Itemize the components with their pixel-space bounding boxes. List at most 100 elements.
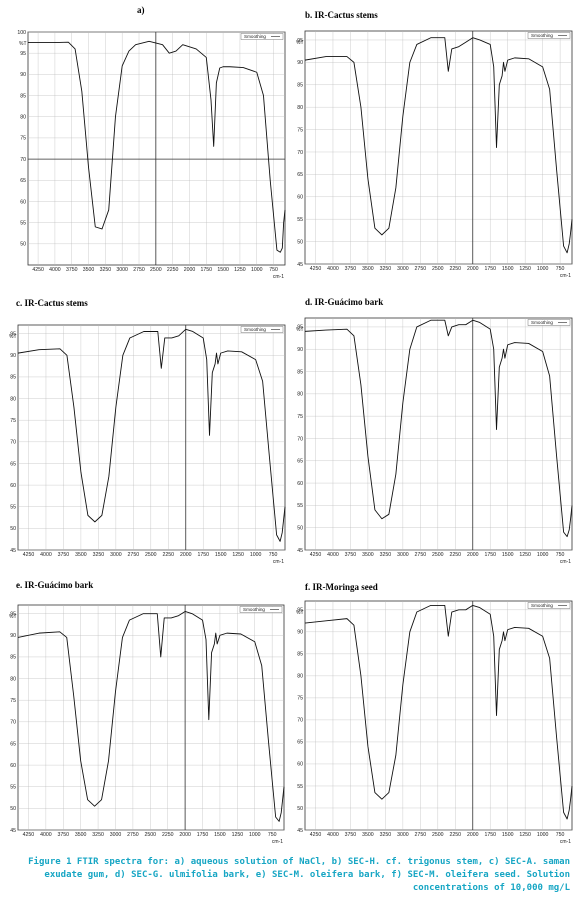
x-tick-label: 3250 (380, 266, 392, 272)
x-tick-label: 3500 (83, 267, 95, 273)
x-tick-label: 1000 (537, 266, 549, 272)
y-tick-label: 45 (297, 548, 303, 554)
y-tick-label: 60 (20, 199, 26, 205)
x-tick-label: 750 (556, 266, 565, 272)
x-tick-label: 3000 (110, 832, 122, 838)
x-tick-label: 4250 (32, 267, 44, 273)
x-tick-label: 4000 (40, 552, 52, 558)
y-tick-label: 65 (297, 459, 303, 465)
y-axis-label: %T (9, 614, 17, 620)
y-tick-label: 60 (297, 195, 303, 201)
x-tick-label: 2000 (467, 552, 479, 558)
x-tick-label: 1250 (519, 266, 531, 272)
y-tick-label: 60 (297, 762, 303, 768)
x-tick-label: 750 (269, 552, 278, 558)
y-tick-label: 90 (297, 630, 303, 636)
x-tick-label: 1500 (217, 267, 229, 273)
legend-box (527, 319, 571, 326)
x-axis-label: cm-1 (560, 273, 571, 279)
x-axis-label: cm-1 (272, 839, 283, 845)
y-tick-label: 95 (297, 325, 303, 331)
x-tick-label: 3750 (58, 552, 70, 558)
y-tick-label: 70 (10, 720, 16, 726)
x-tick-label: 3000 (110, 552, 122, 558)
y-tick-label: 80 (297, 674, 303, 680)
y-tick-label: 80 (20, 115, 26, 121)
x-tick-label: 4000 (327, 266, 339, 272)
x-tick-label: 2250 (450, 832, 462, 838)
legend-box (240, 326, 284, 333)
y-tick-label: 90 (10, 633, 16, 639)
x-tick-label: 2500 (432, 266, 444, 272)
x-tick-label: 2500 (145, 552, 157, 558)
x-tick-label: 3250 (100, 267, 112, 273)
x-tick-label: 2000 (180, 552, 192, 558)
x-tick-label: 4250 (310, 552, 322, 558)
y-tick-label: 45 (297, 828, 303, 834)
x-tick-label: 2250 (163, 552, 175, 558)
y-tick-label: 80 (297, 392, 303, 398)
figure-caption: Figure 1 FTIR spectra for: a) aqueous so… (14, 856, 570, 895)
y-tick-label: 70 (297, 150, 303, 156)
spectrum-line (17, 611, 285, 822)
x-tick-label: 1750 (197, 832, 209, 838)
x-tick-label: 2250 (167, 267, 179, 273)
y-tick-label: 50 (10, 806, 16, 812)
y-tick-label: 75 (10, 418, 16, 424)
x-tick-label: 2750 (133, 267, 145, 273)
x-tick-label: 1000 (537, 832, 549, 838)
y-tick-label: 65 (297, 740, 303, 746)
y-tick-label: 50 (297, 239, 303, 245)
y-tick-label: 90 (10, 353, 16, 359)
x-tick-label: 3250 (92, 832, 104, 838)
panel-title-e: e. IR-Guácimo bark (16, 580, 94, 590)
plot-frame (17, 324, 286, 551)
x-tick-label: 1250 (234, 267, 246, 273)
y-tick-label: 55 (10, 505, 16, 511)
y-tick-label: 55 (297, 217, 303, 223)
legend-label: Smoothing (244, 34, 266, 39)
x-tick-label: 2250 (450, 266, 462, 272)
y-tick-label: 85 (10, 375, 16, 381)
y-tick-label: 75 (20, 136, 26, 142)
y-tick-label: 50 (10, 526, 16, 532)
y-axis-label: %T (296, 327, 304, 333)
panel-title-d: d. IR-Guácimo bark (305, 297, 384, 307)
y-tick-label: 45 (10, 548, 16, 554)
y-tick-label: 85 (10, 655, 16, 661)
x-tick-label: 4250 (310, 832, 322, 838)
y-tick-label: 85 (297, 369, 303, 375)
y-tick-label: 100 (17, 30, 26, 36)
x-tick-label: 1750 (484, 832, 496, 838)
plot-frame (304, 317, 573, 551)
y-tick-label: 75 (10, 698, 16, 704)
x-tick-label: 3000 (397, 266, 409, 272)
x-tick-label: 1250 (519, 832, 531, 838)
y-tick-label: 70 (10, 440, 16, 446)
y-tick-label: 95 (10, 331, 16, 337)
x-tick-label: 1000 (250, 552, 262, 558)
y-tick-label: 90 (297, 347, 303, 353)
x-tick-label: 1750 (201, 267, 213, 273)
x-tick-label: 1250 (232, 832, 244, 838)
x-tick-label: 3000 (116, 267, 128, 273)
x-tick-label: 1000 (249, 832, 261, 838)
legend-label: Smoothing (531, 603, 553, 608)
y-tick-label: 95 (20, 51, 26, 57)
x-tick-label: 4000 (327, 832, 339, 838)
y-tick-label: 90 (297, 60, 303, 66)
x-tick-label: 2000 (467, 832, 479, 838)
y-tick-label: 65 (297, 172, 303, 178)
y-tick-label: 95 (297, 608, 303, 614)
x-tick-label: 1500 (502, 552, 514, 558)
y-tick-label: 60 (297, 481, 303, 487)
x-axis-label: cm-1 (560, 839, 571, 845)
legend-box (527, 32, 571, 39)
x-tick-label: 1000 (251, 267, 263, 273)
y-tick-label: 80 (297, 105, 303, 111)
x-tick-label: 3250 (93, 552, 105, 558)
x-tick-label: 4000 (327, 552, 339, 558)
